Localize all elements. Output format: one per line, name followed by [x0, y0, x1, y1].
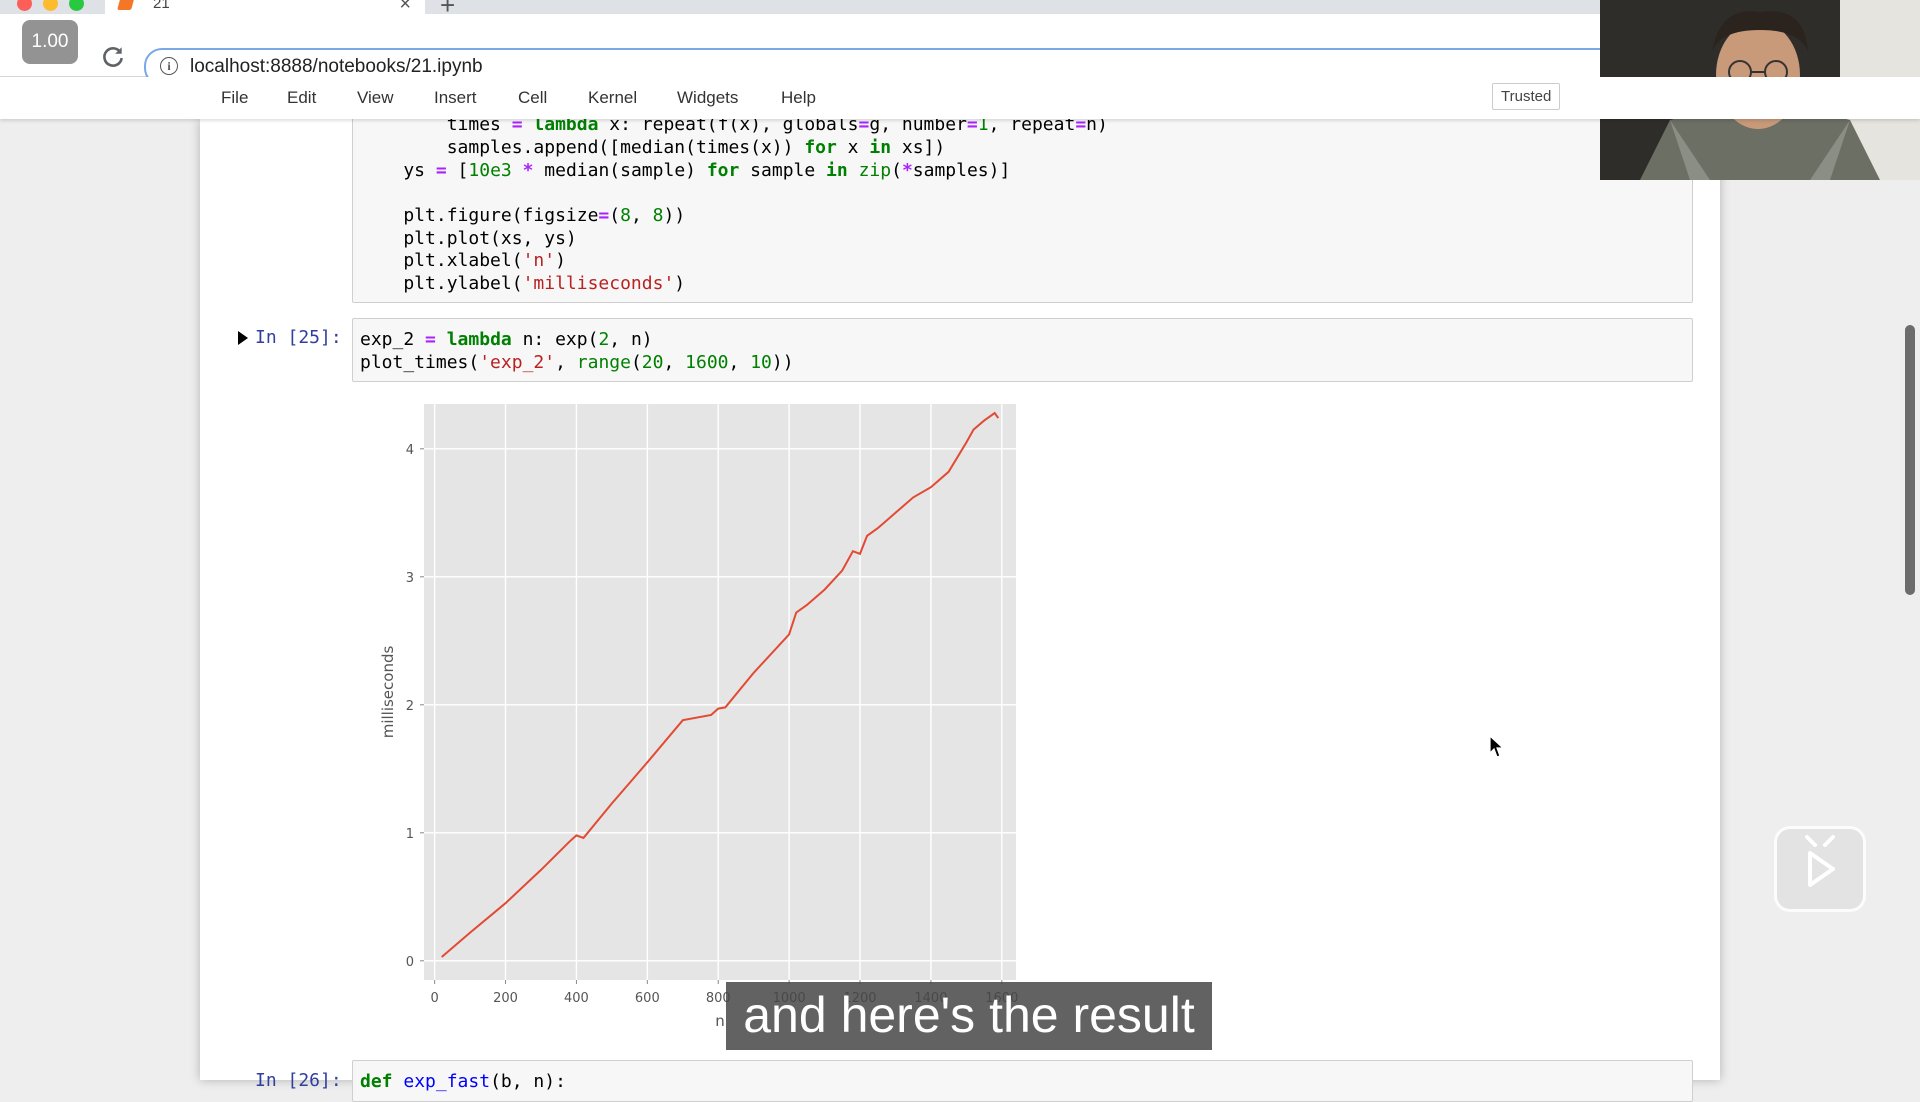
close-window-button[interactable] — [17, 0, 32, 11]
input-prompt-next: In [26]: — [255, 1070, 342, 1091]
browser-tab-strip: 21 × + — [0, 0, 1920, 20]
reload-icon[interactable] — [100, 44, 126, 70]
trusted-indicator[interactable]: Trusted — [1492, 83, 1561, 110]
menu-help[interactable]: Help — [781, 88, 816, 107]
x-tick-label: 600 — [635, 991, 660, 1006]
close-tab-icon[interactable]: × — [399, 0, 411, 15]
code-line: plt.ylabel('milliseconds') — [360, 273, 686, 294]
series-line — [441, 411, 1000, 958]
x-tick-label: 400 — [564, 991, 589, 1006]
code-line: samples.append([median(times(x)) for x i… — [360, 137, 946, 158]
y-tick-label: 3 — [406, 571, 414, 586]
menu-view[interactable]: View — [357, 88, 394, 107]
playback-speed-badge: 1.00 — [22, 20, 78, 64]
jupyter-menubar: File Edit View Insert Cell Kernel Widget… — [0, 77, 1920, 119]
subtitle-box: and here's the result — [726, 982, 1212, 1050]
menu-edit[interactable]: Edit — [287, 88, 317, 107]
browser-tab[interactable]: 21 × — [105, 0, 425, 16]
output-plot: 0200400600800100012001400160001234 milli… — [379, 404, 1018, 1030]
x-tick-label: 200 — [493, 991, 518, 1006]
menu-insert[interactable]: Insert — [434, 88, 477, 107]
y-tick-label: 4 — [406, 443, 414, 458]
plot-grid — [424, 404, 1016, 980]
code-cell-exp2[interactable]: exp_2 = lambda n: exp(2, n) plot_times('… — [352, 318, 1693, 382]
code-line: ys = [10e3 * median(sample) for sample i… — [360, 160, 1011, 181]
input-prompt: In [25]: — [255, 327, 342, 348]
maximize-window-button[interactable] — [69, 0, 84, 11]
code-line: def exp_fast(b, n): — [360, 1071, 566, 1092]
jupyter-favicon-icon — [117, 0, 135, 10]
menu-cell[interactable]: Cell — [518, 88, 548, 107]
play-button[interactable] — [1774, 826, 1866, 912]
code-line: exp_2 = lambda n: exp(2, n) — [360, 329, 653, 350]
info-icon[interactable]: i — [160, 57, 178, 75]
plot-series — [441, 411, 1000, 958]
x-axis-label: n — [715, 1012, 725, 1030]
menu-kernel[interactable]: Kernel — [588, 88, 638, 107]
menu-widgets[interactable]: Widgets — [677, 88, 739, 107]
tab-title: 21 — [153, 0, 170, 12]
run-cell-icon[interactable] — [238, 331, 248, 345]
code-line: plot_times('exp_2', range(20, 1600, 10)) — [360, 352, 794, 373]
x-tick-label: 800 — [706, 991, 731, 1006]
code-line: plt.xlabel('n') — [360, 250, 566, 271]
plot-background — [424, 404, 1016, 980]
code-line: plt.plot(xs, ys) — [360, 228, 577, 249]
y-tick-label: 1 — [406, 827, 414, 842]
scrollbar[interactable] — [1905, 325, 1915, 595]
y-tick-label: 2 — [406, 699, 414, 714]
menu-file[interactable]: File — [221, 88, 249, 107]
x-tick-label: 0 — [430, 991, 438, 1006]
y-tick-label: 0 — [406, 955, 414, 970]
url-text: localhost:8888/notebooks/21.ipynb — [190, 56, 483, 77]
y-axis-label: milliseconds — [379, 646, 397, 739]
code-cell-next[interactable]: def exp_fast(b, n): — [352, 1060, 1693, 1102]
code-line: times = lambda x: repeat(f(x), globals=g… — [360, 114, 1108, 135]
subtitle-text: and here's the result — [743, 987, 1195, 1043]
minimize-window-button[interactable] — [43, 0, 58, 11]
mouse-cursor-icon — [1489, 735, 1505, 758]
code-line: plt.figure(figsize=(8, 8)) — [360, 205, 686, 226]
code-cell-previous[interactable]: times = lambda x: repeat(f(x), globals=g… — [352, 100, 1693, 303]
play-icon — [1805, 835, 1835, 887]
